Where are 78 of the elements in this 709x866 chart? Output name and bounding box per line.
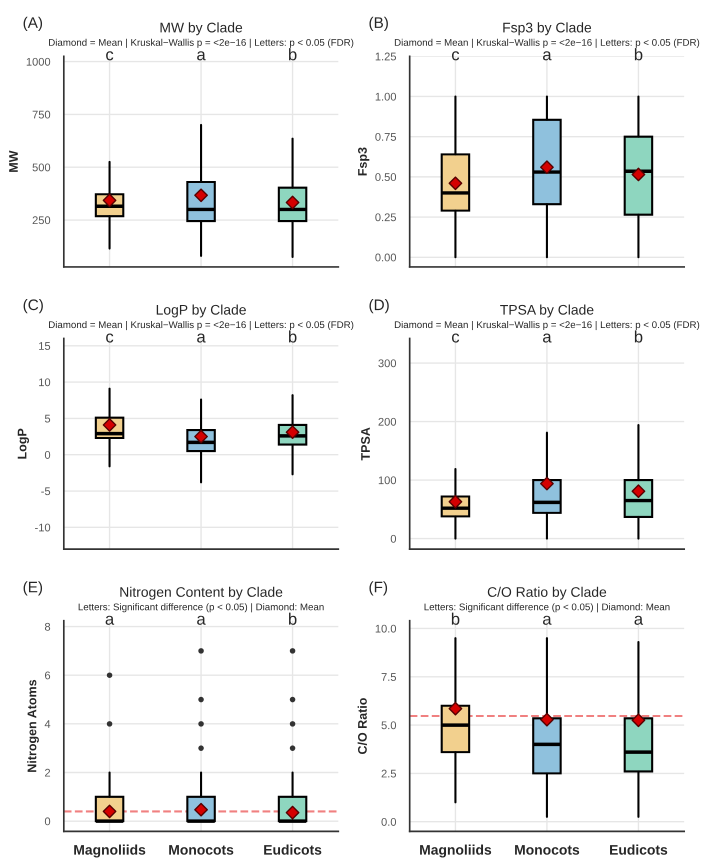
annotation: b (289, 330, 296, 343)
chart-title: TPSA by Clade (500, 304, 594, 318)
annotation: b (634, 48, 642, 60)
chart-title: C/O Ratio by Clade (488, 586, 606, 600)
chart-subtitle: Letters: Significant difference (p < 0.05) | Diamond: Mean (78, 603, 324, 612)
text: (B) (369, 16, 388, 32)
y-tick-label: 10 (39, 378, 50, 386)
chart-title: Fsp3 by Clade (503, 22, 592, 36)
annotation: a (197, 333, 206, 343)
y-tick-label: 7.5 (382, 673, 396, 681)
annotation: c (106, 333, 114, 343)
y-tick-label: 300 (378, 359, 396, 368)
text: (F) (369, 581, 388, 596)
annotation: a (543, 616, 552, 625)
y-tick-label: -10 (35, 524, 50, 532)
annotation: b (452, 612, 460, 625)
y-tick-label: 2 (44, 768, 50, 777)
y-tick-label: 15 (39, 342, 50, 350)
y-axis-title: LogP (18, 428, 30, 459)
y-tick-label: 1000 (26, 58, 50, 66)
y-tick-label: 750 (32, 110, 50, 119)
y-tick-label: 4 (44, 720, 50, 728)
y-tick-label: 500 (32, 163, 50, 172)
y-axis-title: MW (9, 150, 18, 172)
chart-subtitle: Diamond = Mean | Kruskal−Wallis p = <2e−16 | Letters: p < 0.05 (FDR) (394, 320, 700, 330)
y-tick-label: 1.00 (376, 92, 396, 101)
annotation: b (289, 48, 296, 60)
chart-title: MW by Clade (160, 22, 242, 36)
annotation: b (289, 612, 296, 625)
text: (D) (369, 299, 389, 314)
chart-subtitle: Diamond = Mean | Kruskal−Wallis p = <2e−16 | Letters: p < 0.05 (FDR) (49, 38, 354, 48)
y-tick-label: 5 (44, 414, 50, 423)
annotation: b (634, 330, 642, 343)
y-tick-label: 100 (378, 476, 396, 484)
y-tick-label: 0.00 (375, 254, 396, 262)
y-tick-label: 2.5 (382, 770, 396, 778)
annotation: c (106, 51, 114, 60)
chart-title: LogP by Clade (156, 304, 246, 318)
y-axis-title: Nitrogen Atoms (27, 680, 39, 772)
text: (C) (24, 299, 43, 314)
x-tick-label: Magnoliids (74, 844, 146, 858)
annotation: a (543, 51, 552, 60)
y-tick-label: 0.25 (375, 213, 396, 222)
annotation: a (634, 616, 644, 625)
y-tick-label: 5.0 (381, 721, 396, 730)
annotation: c (452, 51, 460, 60)
x-tick-label: Monocots (169, 845, 234, 855)
y-tick-label: 0 (390, 534, 396, 543)
y-tick-label: 250 (32, 216, 50, 224)
annotation: c (452, 333, 460, 343)
y-tick-label: 0.50 (375, 173, 396, 182)
chart-subtitle: Letters: Significant difference (p < 0.05) | Diamond: Mean (424, 603, 670, 612)
text: (E) (24, 581, 42, 596)
x-tick-label: Monocots (515, 845, 580, 855)
y-tick-label: 6 (45, 671, 50, 680)
annotation: a (197, 51, 206, 60)
x-tick-label: Eudicots (264, 844, 322, 855)
y-tick-label: 0 (44, 817, 50, 826)
y-tick-label: 1.25 (376, 52, 396, 60)
y-tick-label: 0.0 (381, 818, 396, 826)
y-axis-title: Fsp3 (358, 147, 370, 176)
y-tick-label: 200 (378, 418, 396, 426)
x-tick-label: Eudicots (610, 844, 668, 855)
x-tick-label: Magnoliids (420, 844, 492, 858)
y-tick-label: 0.75 (375, 132, 396, 141)
y-tick-label: -5 (41, 487, 50, 496)
text: (A) (24, 16, 42, 32)
y-axis-title: TPSA (361, 427, 370, 460)
annotation: a (543, 333, 552, 343)
y-tick-label: 8 (44, 622, 50, 631)
y-tick-label: 10.0 (376, 624, 396, 633)
y-axis-title: C/O Ratio (358, 698, 367, 754)
annotation: a (106, 616, 114, 625)
chart-subtitle: Diamond = Mean | Kruskal−Wallis p = <2e−16 | Letters: p < 0.05 (FDR) (49, 320, 354, 330)
annotation: a (197, 616, 206, 625)
y-tick-label: 0 (44, 450, 50, 459)
chart-subtitle: Diamond = Mean | Kruskal−Wallis p = <2e−16 | Letters: p < 0.05 (FDR) (394, 38, 700, 48)
chart-title: Nitrogen Content by Clade (120, 586, 282, 600)
